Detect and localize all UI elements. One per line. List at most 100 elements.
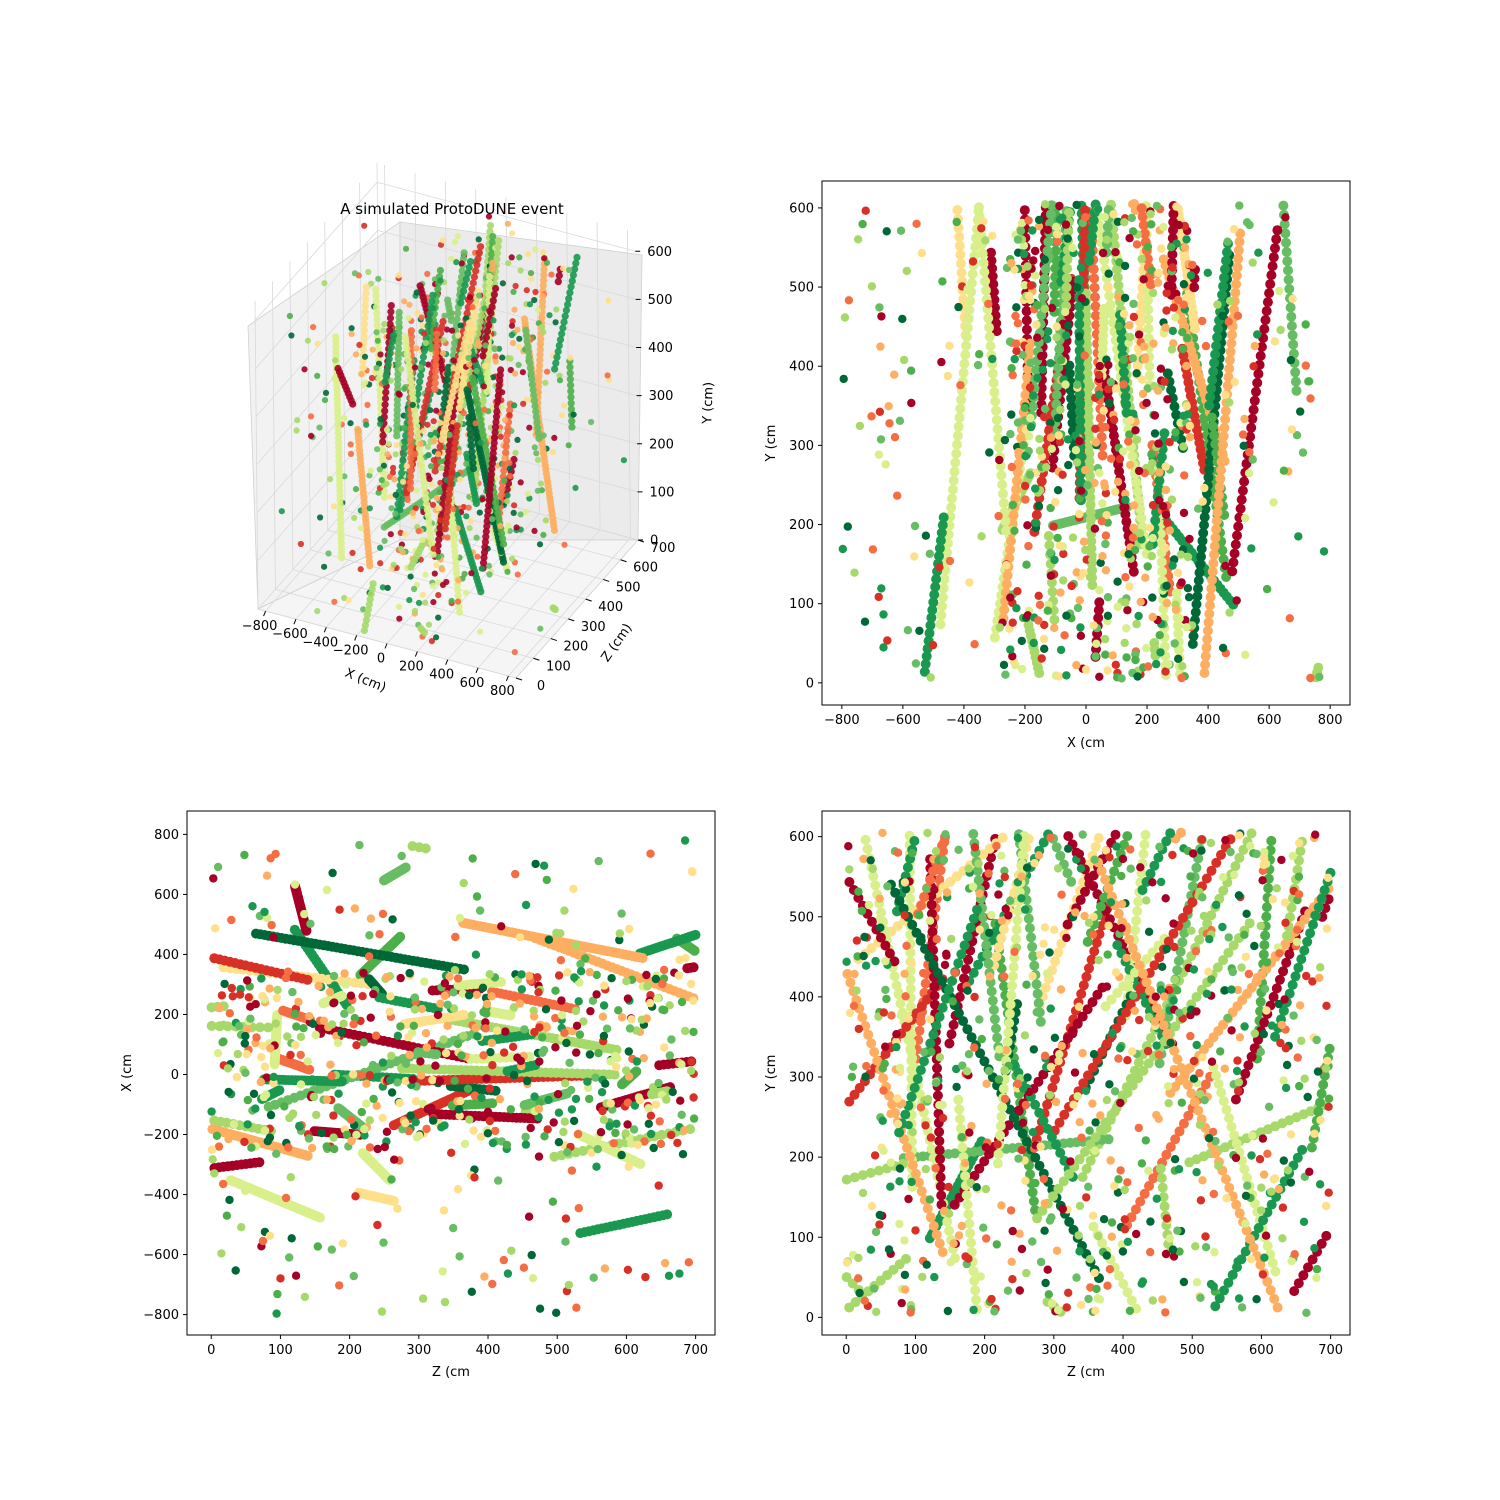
- data-point: [1075, 416, 1086, 426]
- data-point: [1060, 631, 1069, 640]
- data-point: [1232, 530, 1242, 541]
- data-point-3d: [482, 533, 490, 541]
- data-point: [1221, 561, 1230, 571]
- panel-3d-title: A simulated ProtoDUNE event: [340, 200, 564, 218]
- data-point-3d: [407, 378, 415, 386]
- data-point: [318, 998, 329, 1009]
- data-point: [1094, 597, 1105, 608]
- data-point-3d: [419, 353, 427, 361]
- data-point-3d: [481, 362, 488, 370]
- data-point-3d: [509, 318, 516, 325]
- data-point-3d: [378, 477, 385, 484]
- data-point-3d: [565, 295, 573, 303]
- data-point-3d: [394, 500, 402, 508]
- data-point: [988, 231, 997, 240]
- data-point-3d: [567, 393, 575, 401]
- data-point-3d: [394, 344, 403, 352]
- data-point: [1128, 354, 1138, 363]
- data-point: [1262, 584, 1272, 594]
- data-point-3d: [467, 436, 475, 444]
- data-point-3d: [588, 418, 595, 426]
- data-point: [1100, 479, 1109, 488]
- data-point: [1202, 625, 1213, 636]
- data-point: [928, 640, 938, 650]
- data-point-3d: [407, 339, 415, 347]
- data-point: [1229, 548, 1240, 559]
- data-point: [1103, 666, 1112, 675]
- data-point: [1224, 363, 1235, 374]
- data-point: [1138, 375, 1147, 384]
- data-point: [1059, 549, 1068, 559]
- data-point: [1037, 351, 1046, 361]
- data-point-3d: [380, 462, 387, 469]
- data-point: [1213, 499, 1224, 509]
- data-point-3d: [513, 524, 520, 531]
- data-point: [877, 584, 886, 593]
- data-point-3d: [351, 270, 358, 277]
- data-point-3d: [475, 249, 483, 257]
- data-point-3d: [374, 345, 382, 353]
- data-point: [1216, 456, 1227, 467]
- data-point-3d: [539, 276, 548, 284]
- data-point-3d: [480, 554, 488, 562]
- data-point: [1029, 391, 1038, 400]
- data-point: [1076, 263, 1086, 272]
- data-point-3d: [479, 496, 486, 503]
- data-point: [937, 357, 946, 367]
- data-point-3d: [402, 531, 409, 538]
- data-point-3d: [325, 550, 332, 557]
- data-point: [1269, 498, 1278, 507]
- data-point: [1179, 442, 1188, 451]
- data-point-3d: [412, 451, 419, 458]
- data-point-3d: [439, 350, 447, 357]
- data-point: [949, 466, 960, 477]
- data-point: [1125, 460, 1135, 470]
- data-point-3d: [532, 288, 539, 296]
- data-point-3d: [540, 271, 548, 279]
- data-point-3d: [465, 504, 472, 511]
- y-tick-label-3d: 200: [649, 437, 674, 452]
- data-point-3d: [482, 527, 490, 536]
- data-point-3d: [428, 481, 435, 488]
- data-point-3d: [368, 374, 376, 382]
- data-point-3d: [452, 569, 461, 578]
- data-point: [1288, 339, 1299, 350]
- data-point: [1043, 335, 1052, 344]
- data-point: [1061, 273, 1072, 284]
- data-point: [1233, 253, 1244, 264]
- data-point: [1129, 299, 1138, 309]
- data-point-3d: [362, 379, 369, 386]
- data-point-3d: [393, 427, 401, 435]
- data-point: [1091, 652, 1100, 661]
- data-point-3d: [508, 322, 516, 329]
- data-point: [1185, 421, 1195, 431]
- data-point: [1128, 200, 1137, 209]
- data-point: [884, 402, 893, 411]
- data-point-3d: [530, 391, 538, 399]
- data-point-3d: [432, 429, 439, 436]
- data-point: [1113, 602, 1123, 611]
- data-point: [1205, 592, 1216, 602]
- data-point-3d: [426, 310, 434, 318]
- data-point: [1149, 638, 1160, 648]
- data-point-3d: [454, 586, 462, 594]
- data-point-3d: [559, 324, 567, 332]
- data-point-3d: [572, 259, 580, 267]
- z-tick-mark-3d: [533, 657, 540, 661]
- data-point: [868, 545, 878, 554]
- data-point-3d: [440, 337, 447, 344]
- data-point-3d: [427, 345, 435, 353]
- data-point-3d: [485, 291, 493, 299]
- data-point: [945, 341, 954, 350]
- data-point: [1104, 282, 1113, 292]
- data-point: [1119, 309, 1129, 318]
- data-point: [1127, 451, 1138, 461]
- data-point-3d: [567, 381, 575, 389]
- data-point-3d: [540, 266, 548, 274]
- data-point: [1158, 254, 1169, 265]
- data-point-3d: [431, 379, 439, 387]
- data-point-3d: [444, 370, 452, 378]
- data-point-3d: [393, 396, 401, 404]
- data-point-3d: [540, 531, 547, 539]
- x-tick-label: 0: [1082, 713, 1090, 728]
